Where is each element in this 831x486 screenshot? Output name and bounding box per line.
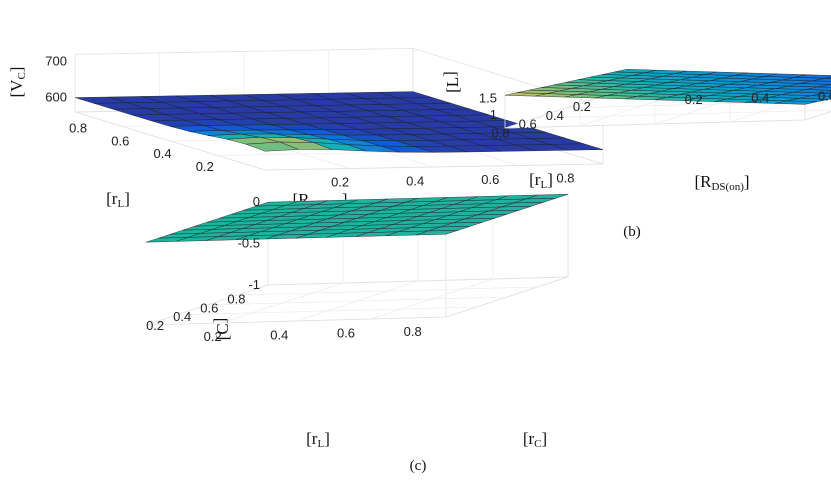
- y-axis-label: [RDS(on)]: [694, 172, 749, 193]
- y-tick-label: 0.4: [751, 90, 769, 105]
- y-axis-label: [rC]: [523, 429, 547, 450]
- grid-line: [295, 280, 419, 322]
- z-axis-label: [C]: [210, 318, 232, 341]
- x-axis-label: [rL]: [106, 189, 130, 210]
- x-tick-label: 0.4: [173, 309, 191, 324]
- z-tick-label: 700: [45, 54, 67, 69]
- y-tick-label: 0.2: [331, 175, 349, 190]
- y-tick-label: 0.4: [270, 327, 288, 342]
- z-tick-label: -0.5: [238, 236, 260, 251]
- x-axis-label: [rL]: [306, 429, 330, 450]
- y-tick-label: 0.2: [685, 92, 703, 107]
- panel-caption: (c): [410, 458, 427, 474]
- z-tick-label: 1: [490, 107, 497, 122]
- surface-patch: [800, 80, 831, 85]
- surface-patch: [824, 76, 831, 79]
- surface-patch: [415, 230, 459, 236]
- z-axis-label: [L]: [440, 71, 462, 93]
- surface-patch: [823, 91, 831, 94]
- surface-patch: [793, 89, 831, 94]
- surface-patch: [818, 84, 831, 88]
- z-tick-label: 1.5: [479, 91, 497, 106]
- surface-patch: [805, 86, 831, 91]
- surface-patch: [811, 92, 831, 97]
- surface-patch: [794, 74, 831, 79]
- x-tick-label: 0.2: [146, 318, 164, 333]
- z-tick-label: 600: [45, 90, 67, 105]
- y-tick-label: 0.8: [404, 324, 422, 339]
- y-tick-label: 0.6: [337, 326, 355, 341]
- z-tick-label: 0: [253, 194, 260, 209]
- grid-line: [370, 278, 494, 320]
- x-tick-label: 0.8: [69, 120, 87, 135]
- y-tick-label: 0.8: [556, 171, 574, 186]
- x-axis-label: [rL]: [529, 170, 553, 191]
- x-tick-label: 0.8: [492, 126, 510, 141]
- x-tick-label: 0.2: [573, 99, 591, 114]
- x-tick-label: 0.6: [519, 117, 537, 132]
- x-tick-label: 0.8: [227, 291, 245, 306]
- z-tick-label: -1: [248, 277, 260, 292]
- z-axis-label: [VC]: [7, 67, 28, 98]
- x-tick-label: 0.6: [111, 133, 129, 148]
- x-tick-label: 0.2: [196, 159, 214, 174]
- surface-patch: [812, 78, 831, 82]
- panel-c: 0.8 0.6 0.4 0.2 0.2 0.4 0.6 0.8 0 -0.5 -1 [C] [rL] [r…: [145, 193, 569, 474]
- x-tick-label: 0.6: [200, 300, 218, 315]
- y-tick-label: 0.2: [204, 329, 222, 344]
- y-tick-label: 0.6: [818, 89, 831, 104]
- panel-caption: (b): [623, 224, 641, 240]
- surface-patch: [550, 143, 604, 151]
- y-tick-label: 0.6: [481, 172, 499, 187]
- surface-patch: [799, 95, 831, 100]
- x-tick-label: 0.4: [154, 146, 172, 161]
- panel-b: 0.8 0.6 0.4 0.2 0.2 0.4 0.6 0.8 1.51 [L] [rL] [RDS(…: [440, 69, 831, 240]
- grid-line: [176, 306, 477, 316]
- y-tick-label: 0.4: [406, 173, 424, 188]
- x-tick-label: 0.4: [546, 108, 564, 123]
